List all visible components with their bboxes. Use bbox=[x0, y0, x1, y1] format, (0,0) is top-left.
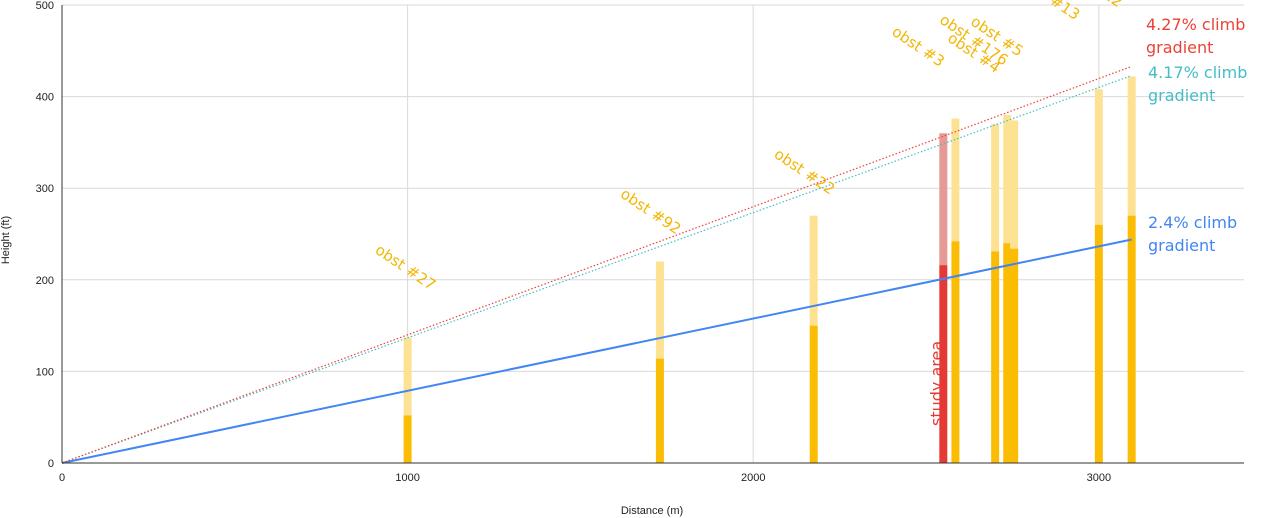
obstacle-bar-upper bbox=[991, 124, 1000, 252]
obstacle-label: obst #3 bbox=[889, 22, 948, 70]
obstacle-bar-upper bbox=[951, 118, 960, 242]
x-tick-label: 3000 bbox=[1087, 472, 1111, 484]
obstacle-bar-upper bbox=[1094, 89, 1103, 225]
x-tick-label: 1000 bbox=[395, 472, 419, 484]
study-area-bar-base bbox=[939, 265, 948, 463]
y-tick-label: 0 bbox=[48, 458, 54, 470]
x-tick-label: 2000 bbox=[741, 472, 765, 484]
obstacle-label: obst #27 bbox=[372, 241, 439, 294]
obstacle-bar-upper bbox=[1127, 76, 1136, 216]
obstacle-bar-base bbox=[1003, 243, 1012, 463]
gradient-4-17-label-line2: gradient bbox=[1148, 86, 1215, 105]
gradient-4-27-label-line1: 4.27% climb bbox=[1146, 15, 1245, 34]
gradient-4-17-label-line1: 4.17% climb bbox=[1148, 63, 1247, 82]
obstacle-bar-upper bbox=[1010, 120, 1019, 249]
y-tick-label: 400 bbox=[36, 92, 54, 104]
gradient-lines bbox=[61, 65, 1132, 464]
obstacle-bar-upper bbox=[655, 261, 664, 359]
obstacle-bar-base bbox=[403, 415, 412, 463]
obstacle-label: obst #22 bbox=[771, 145, 838, 198]
obstacle-bar-base bbox=[809, 325, 818, 463]
obstacle-bars bbox=[403, 76, 1136, 463]
x-axis-title: Distance (m) bbox=[621, 505, 683, 517]
obstacle-label: obst #13 bbox=[1016, 0, 1083, 24]
axes bbox=[61, 5, 1244, 464]
gradient-2-4-label-line1: 2.4% climb bbox=[1148, 213, 1237, 232]
obstacle-bar-base bbox=[951, 241, 960, 463]
y-tick-label: 300 bbox=[36, 183, 54, 195]
obstacle-bar-upper bbox=[403, 337, 412, 416]
gradient-2-4-label-line2: gradient bbox=[1148, 236, 1215, 255]
tick-labels: 0 100 200 300 400 500 0 1000 2000 3000 bbox=[36, 0, 1111, 484]
gradient-4-27-label: 4.27% climb gradient bbox=[1146, 15, 1250, 57]
gradient-4-17-label: 4.17% climb gradient bbox=[1148, 63, 1252, 105]
x-tick-label: 0 bbox=[59, 472, 65, 484]
obstacle-bar-upper bbox=[809, 215, 818, 326]
y-tick-label: 100 bbox=[36, 366, 54, 378]
y-axis-title: Height (ft) bbox=[0, 216, 12, 264]
study-area-bar-upper bbox=[939, 133, 948, 266]
obstacle-bar-base bbox=[1010, 248, 1019, 463]
gradient-2-4-label: 2.4% climb gradient bbox=[1148, 213, 1242, 255]
gradient-2-4-line bbox=[61, 238, 1132, 464]
obstacle-bar-base bbox=[991, 251, 1000, 463]
gradient-4-17-line bbox=[61, 74, 1132, 464]
obstacle-bar-upper bbox=[1003, 114, 1012, 244]
y-tick-label: 500 bbox=[36, 0, 54, 12]
gradient-4-27-line bbox=[61, 65, 1132, 464]
study-area-label: study area bbox=[927, 341, 946, 426]
gradient-4-27-label-line2: gradient bbox=[1146, 38, 1213, 57]
gridlines bbox=[62, 4, 1244, 463]
obstacle-bar-base bbox=[1127, 215, 1136, 463]
y-tick-label: 200 bbox=[36, 275, 54, 287]
obstacle-bar-base bbox=[655, 358, 664, 463]
obstacle-bar-base bbox=[1094, 224, 1103, 463]
obstacle-label: obst #92 bbox=[617, 185, 684, 238]
